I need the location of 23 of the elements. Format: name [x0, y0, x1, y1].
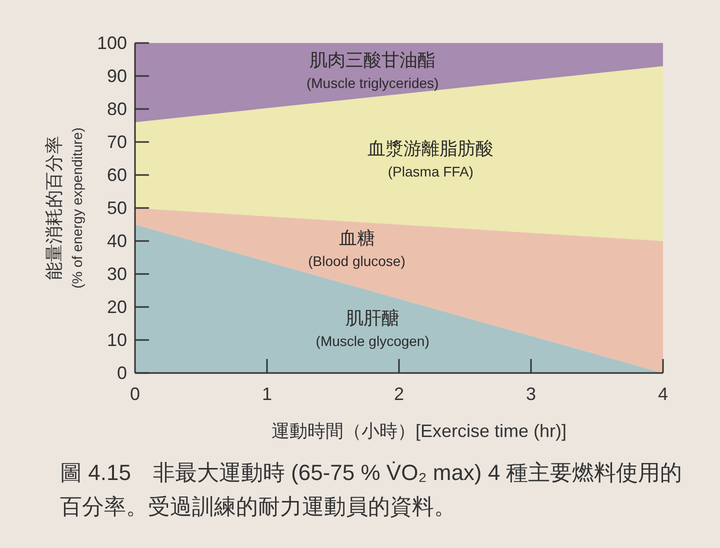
y-tick-label: 0 [116, 363, 127, 383]
y-tick-label: 60 [106, 165, 127, 185]
x-tick-label: 4 [658, 384, 668, 404]
x-tick-label: 0 [130, 384, 140, 404]
y-tick-label: 30 [106, 264, 127, 284]
series-label: 肌肉三酸甘油酯 (Muscle triglycerides) [306, 50, 439, 91]
y-tick-label: 90 [106, 66, 127, 86]
series-label: 血漿游離脂肪酸 (Plasma FFA) [368, 138, 494, 180]
y-tick-label: 10 [106, 330, 127, 350]
x-axis-title: 運動時間（小時）[Exercise time (hr)] [271, 421, 567, 441]
y-tick-label: 100 [96, 33, 127, 53]
y-axis-title: 能量消耗的百分率 (% of energy expenditure) [44, 127, 85, 289]
x-tick-label: 1 [262, 384, 272, 404]
y-tick-label: 20 [106, 297, 127, 317]
x-tick-label: 3 [526, 384, 536, 404]
y-tick-label: 40 [106, 231, 127, 251]
caption: 圖 4.15 非最大運動時 (65-75 % V̇O₂ max) 4 種主要燃料使用的百分率。受過訓練的耐力運動員的資料。 [60, 459, 684, 521]
series-label: 肌肝醣 (Muscle glycogen) [316, 308, 430, 350]
y-tick-label: 50 [106, 198, 127, 218]
series-label: 血糖 (Blood glucose) [308, 228, 406, 269]
y-tick-label: 80 [106, 99, 127, 119]
x-tick-label: 2 [394, 384, 404, 404]
y-tick-label: 70 [106, 132, 127, 152]
